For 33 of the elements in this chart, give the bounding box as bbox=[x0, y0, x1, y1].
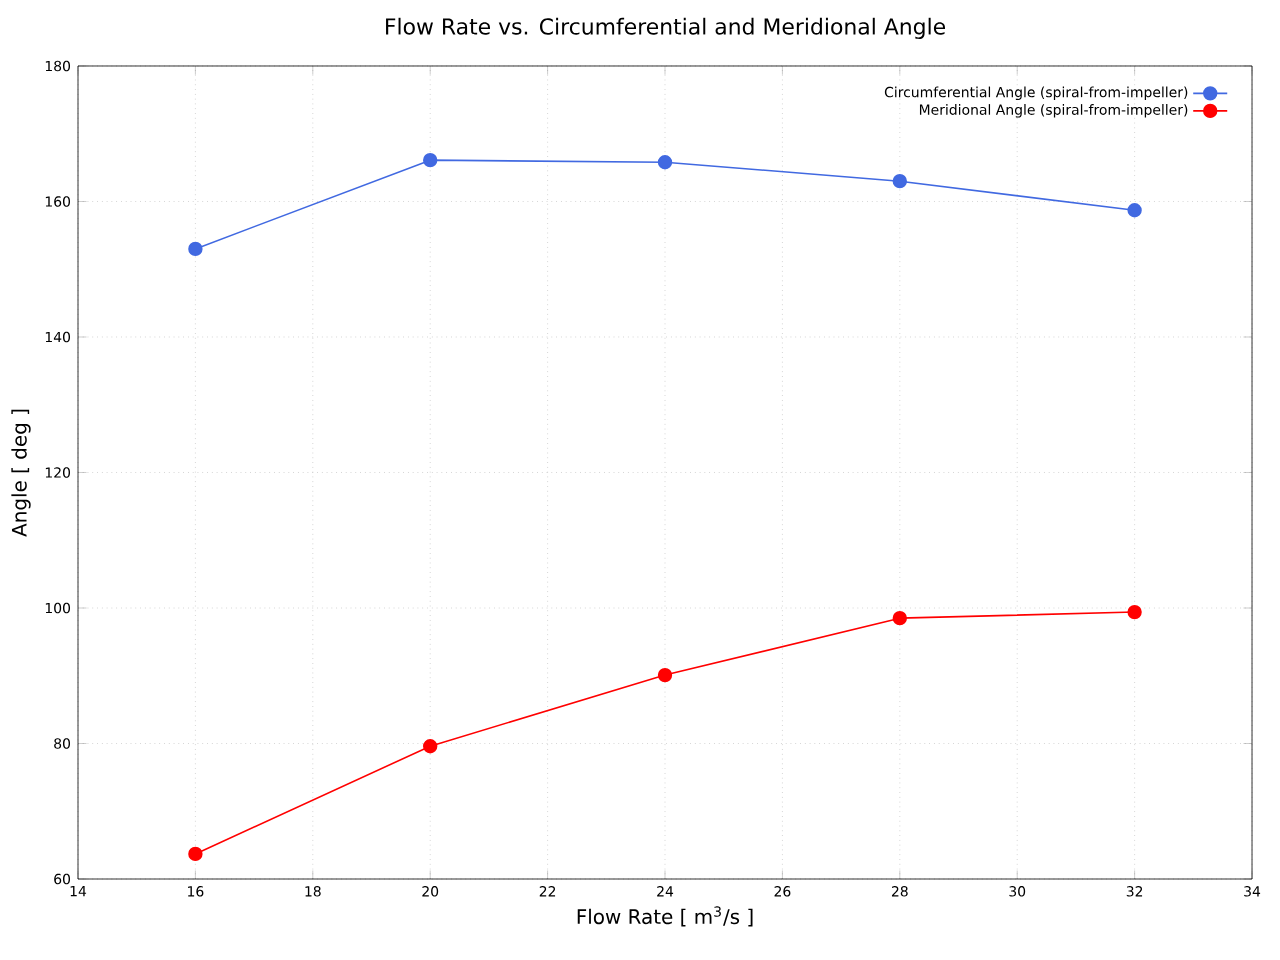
x-tick-label: 34 bbox=[1244, 886, 1261, 897]
x-tick-label: 30 bbox=[1009, 886, 1026, 897]
point bbox=[188, 241, 203, 257]
point bbox=[1127, 604, 1142, 620]
point bbox=[188, 846, 203, 862]
x-tick-label: 20 bbox=[422, 886, 439, 897]
x-tick-label: 24 bbox=[657, 886, 674, 897]
x-tick-label: 18 bbox=[305, 886, 321, 897]
x-tick-label: 28 bbox=[891, 886, 908, 897]
x-tick-label: 26 bbox=[774, 886, 791, 897]
point bbox=[423, 739, 438, 754]
point bbox=[892, 173, 907, 189]
x-tick-label: 22 bbox=[539, 886, 556, 897]
point bbox=[657, 667, 673, 683]
x-tick-label: 32 bbox=[1126, 886, 1143, 897]
x-tick-label: 16 bbox=[188, 886, 204, 897]
x-axis-title: Flow Rate [ m$^{3}$/s ] bbox=[577, 906, 753, 927]
y-tick-label: 140 bbox=[45, 331, 71, 343]
y-tick-label: 60 bbox=[54, 873, 71, 885]
point bbox=[1127, 203, 1142, 218]
y-tick-label: 80 bbox=[54, 738, 71, 749]
y-tick-label: 160 bbox=[45, 196, 71, 207]
y-tick-label: 120 bbox=[45, 467, 71, 478]
legend-label: Circumferential Angle (spiral-from-impeller) bbox=[884, 86, 1188, 101]
point bbox=[657, 155, 673, 170]
legend-label: Meridional Angle (spiral-from-impeller) bbox=[919, 104, 1188, 118]
chart-title: Flow Rate vs. Circumferential and Meridional Angle bbox=[386, 17, 945, 39]
point bbox=[423, 152, 438, 168]
y-tick-label: 180 bbox=[45, 60, 71, 72]
y-tick-label: 100 bbox=[45, 602, 71, 614]
point bbox=[892, 610, 907, 626]
y-axis-title: Angle [ deg ] bbox=[11, 409, 31, 537]
x-tick-label: 14 bbox=[70, 886, 87, 897]
